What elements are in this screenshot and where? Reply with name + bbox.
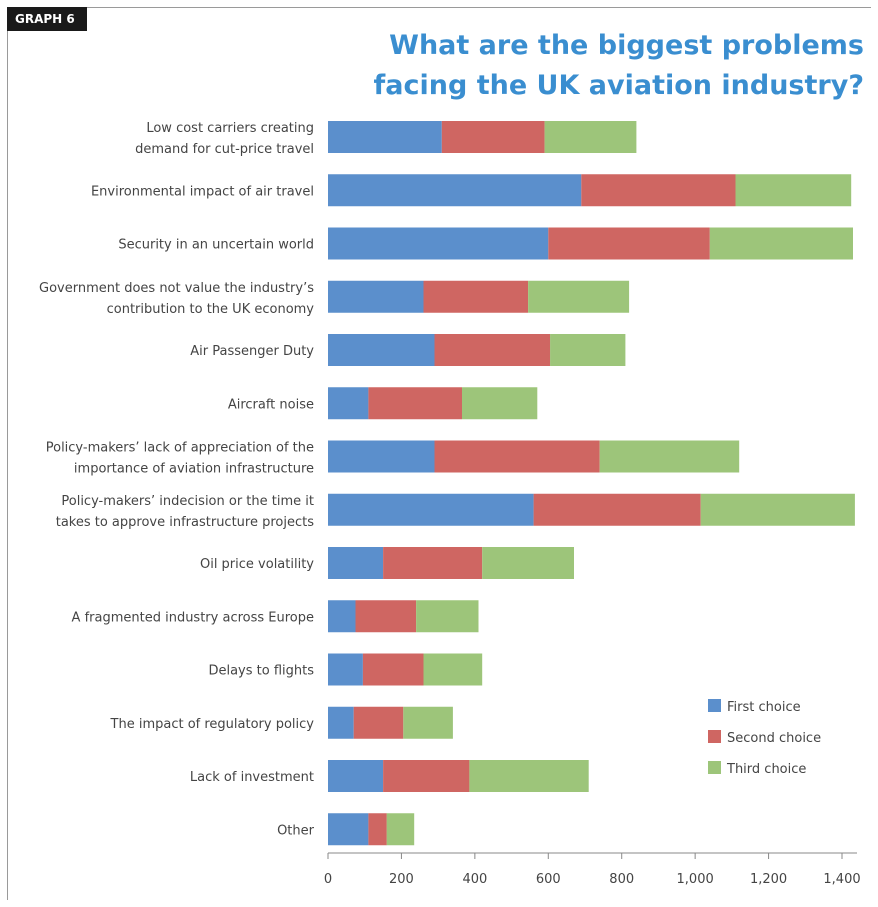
category-label: contribution to the UK economy — [107, 302, 315, 317]
category-label: The impact of regulatory policy — [110, 717, 315, 732]
bar-segment-3-row-4 — [528, 280, 630, 313]
bar-segment-1-row-13 — [328, 760, 384, 792]
legend-label-2: Second choice — [727, 731, 821, 746]
bar-segment-3-row-2 — [735, 174, 852, 207]
category-label: Policy-makers’ lack of appreciation of t… — [46, 441, 314, 456]
bar-segment-1-row-14 — [328, 813, 369, 846]
legend-label-1: First choice — [727, 700, 801, 715]
bar-segment-2-row-14 — [368, 813, 387, 846]
category-label: Oil price volatility — [200, 557, 314, 572]
bar-segment-1-row-1 — [328, 121, 442, 153]
bar-segment-1-row-3 — [328, 227, 549, 260]
x-tick-label: 600 — [536, 872, 561, 887]
bar-segment-2-row-7 — [434, 440, 600, 473]
bar-segment-2-row-3 — [548, 227, 710, 260]
bar-segment-3-row-11 — [423, 653, 483, 686]
category-label: takes to approve infrastructure projects — [56, 515, 315, 530]
category-label: Air Passenger Duty — [190, 344, 314, 359]
category-label: A fragmented industry across Europe — [72, 610, 314, 625]
bar-segment-2-row-5 — [434, 334, 551, 366]
bar-segment-1-row-12 — [328, 706, 354, 739]
bar-segment-2-row-1 — [441, 121, 545, 153]
legend-swatch-3 — [708, 761, 721, 774]
legend-swatch-2 — [708, 730, 721, 743]
legend-label-3: Third choice — [726, 762, 806, 777]
category-label: Environmental impact of air travel — [91, 184, 314, 199]
bar-segment-1-row-5 — [328, 334, 435, 366]
category-label: importance of aviation infrastructure — [74, 462, 314, 477]
bar-segment-3-row-3 — [709, 227, 853, 260]
bar-segment-2-row-6 — [368, 387, 462, 420]
bar-segment-2-row-12 — [353, 706, 404, 739]
bar-segment-3-row-8 — [700, 493, 855, 526]
bar-segment-3-row-10 — [416, 600, 479, 633]
bar-segment-3-row-12 — [403, 706, 453, 739]
legend-swatch-1 — [708, 699, 721, 712]
bar-segment-1-row-9 — [328, 547, 384, 579]
bar-segment-3-row-6 — [462, 387, 538, 420]
bar-segment-1-row-7 — [328, 440, 435, 473]
category-label: Aircraft noise — [228, 397, 314, 412]
bar-segment-3-row-7 — [599, 440, 740, 473]
x-tick-label: 1,400 — [823, 872, 860, 887]
category-label: demand for cut-price travel — [135, 142, 314, 157]
category-label: Government does not value the industry’s — [39, 281, 314, 296]
category-label: Low cost carriers creating — [146, 121, 314, 136]
bar-segment-3-row-5 — [550, 334, 626, 366]
category-label: Lack of investment — [190, 770, 314, 785]
x-tick-label: 800 — [609, 872, 634, 887]
bar-segment-2-row-4 — [423, 280, 529, 313]
bar-segment-2-row-2 — [581, 174, 736, 207]
bar-segment-1-row-10 — [328, 600, 356, 633]
bar-segment-2-row-8 — [533, 493, 701, 526]
category-label: Other — [277, 823, 315, 838]
x-tick-label: 0 — [324, 872, 332, 887]
bar-segment-3-row-1 — [544, 121, 637, 153]
bar-segment-2-row-13 — [383, 760, 470, 792]
bar-segment-2-row-9 — [383, 547, 483, 579]
category-label: Policy-makers’ indecision or the time it — [61, 494, 314, 509]
bar-segment-3-row-9 — [482, 547, 574, 579]
bar-segment-1-row-2 — [328, 174, 582, 207]
chart-title: What are the biggest problems facing the… — [304, 26, 864, 106]
bar-segment-1-row-11 — [328, 653, 363, 686]
chart-title-line-1: What are the biggest problems — [389, 30, 864, 61]
category-label: Security in an uncertain world — [118, 238, 314, 253]
bar-segment-1-row-8 — [328, 493, 534, 526]
bar-segment-2-row-11 — [362, 653, 424, 686]
category-label: Delays to flights — [208, 664, 314, 679]
bar-segment-1-row-4 — [328, 280, 424, 313]
bar-segment-3-row-14 — [386, 813, 415, 846]
bar-segment-3-row-13 — [469, 760, 589, 792]
x-tick-label: 1,200 — [750, 872, 787, 887]
chart-title-line-2: facing the UK aviation industry? — [373, 70, 864, 101]
x-tick-label: 400 — [462, 872, 487, 887]
bar-segment-2-row-10 — [355, 600, 417, 633]
x-tick-label: 200 — [389, 872, 414, 887]
graph-tag: GRAPH 6 — [7, 7, 87, 31]
bar-segment-1-row-6 — [328, 387, 369, 420]
chart-frame — [7, 7, 871, 900]
x-tick-label: 1,000 — [677, 872, 714, 887]
